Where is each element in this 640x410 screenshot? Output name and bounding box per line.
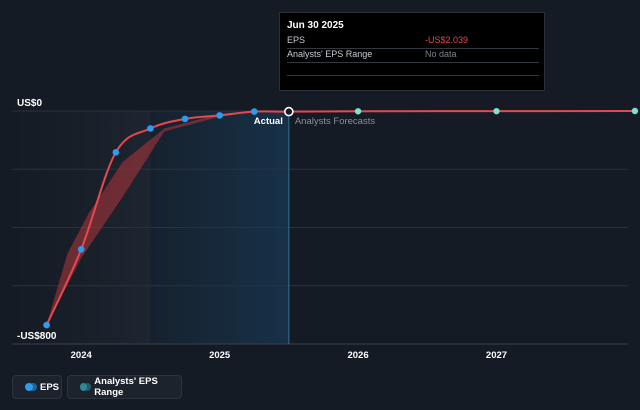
x-tick-label: 2025 [209, 350, 231, 361]
y-axis-label-bottom: -US$800 [17, 331, 57, 342]
tooltip-title: Jun 30 2025 [287, 20, 344, 31]
tooltip-divider [287, 62, 539, 63]
eps-legend-icon [25, 383, 33, 391]
y-axis-label-top: US$0 [17, 98, 42, 109]
actual-label: Actual [254, 116, 283, 127]
x-tick-label: 2024 [71, 350, 93, 361]
tooltip-row-range: Analysts' EPS Range No data [287, 49, 539, 61]
tooltip-eps-label: EPS [287, 35, 306, 45]
legend-item-eps-range[interactable]: Analysts' EPS Range [67, 375, 182, 399]
tooltip: Jun 30 2025 EPS -US$2.039 Analysts' EPS … [279, 12, 545, 91]
legend-label-eps-range: Analysts' EPS Range [94, 376, 158, 398]
eps-point [216, 112, 223, 119]
eps-forecast-point [631, 107, 639, 115]
legend-item-eps[interactable]: EPS [12, 375, 62, 399]
eps-point [181, 115, 189, 123]
eps-range-legend-icon [80, 383, 88, 391]
eps-point [147, 125, 154, 132]
eps-point [112, 149, 120, 156]
eps-point-highlighted [284, 106, 294, 117]
eps-forecast-point [354, 108, 362, 115]
tooltip-eps-value: -US$2.039 [425, 35, 469, 45]
tooltip-divider [287, 75, 539, 76]
eps-point [250, 108, 258, 115]
tooltip-range-value: No data [425, 49, 457, 59]
eps-point [43, 321, 50, 329]
forecast-label: Analysts Forecasts [295, 116, 375, 127]
eps-point [77, 246, 85, 253]
x-tick-label: 2027 [486, 350, 507, 361]
eps-forecast-point [493, 107, 500, 115]
eps-range-band [46, 111, 255, 326]
legend-label-eps: EPS [40, 381, 60, 393]
tooltip-range-label: Analysts' EPS Range [287, 49, 373, 59]
tooltip-row-eps: EPS -US$2.039 [287, 35, 539, 47]
x-tick-label: 2026 [347, 350, 368, 361]
tooltip-divider [287, 48, 539, 49]
eps-line [45, 110, 635, 326]
